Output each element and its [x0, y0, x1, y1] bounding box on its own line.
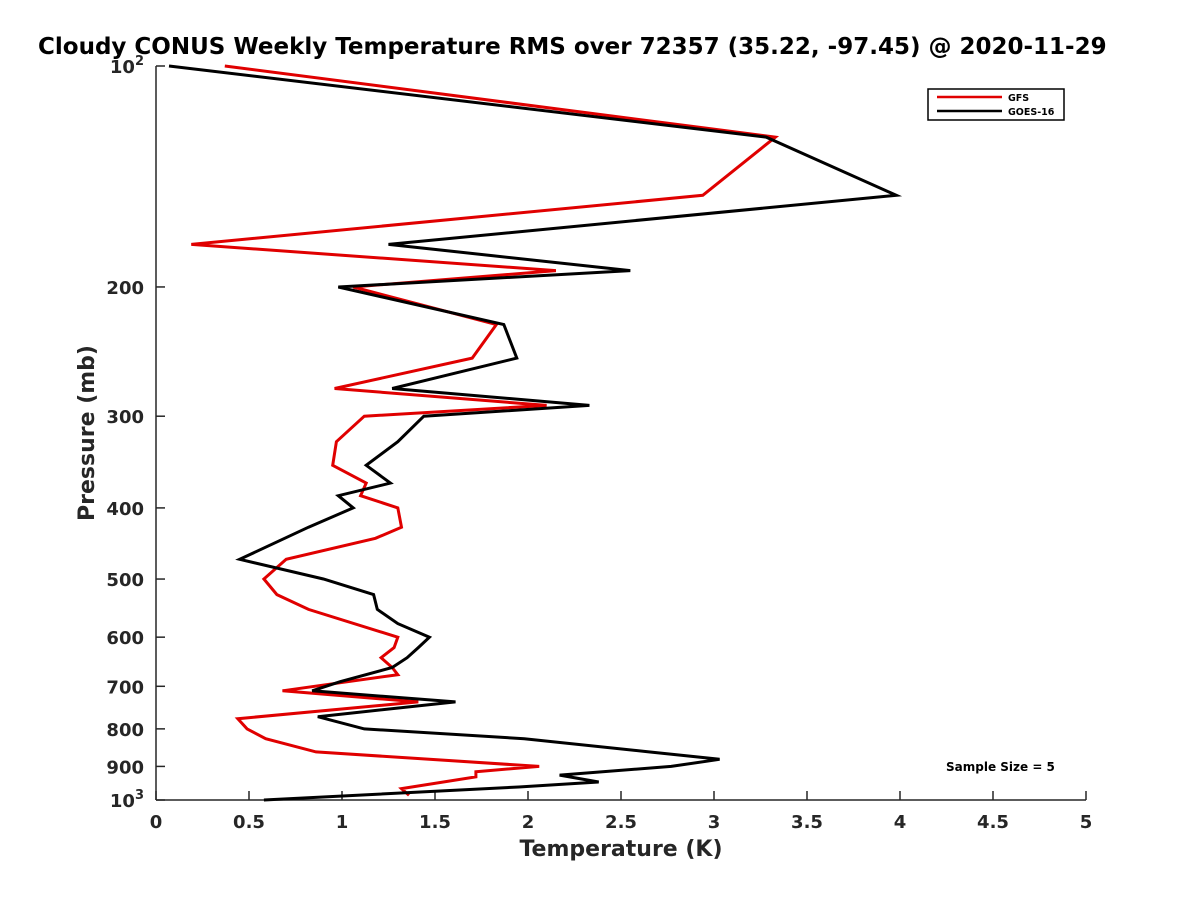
y-tick-label: 500	[106, 570, 144, 591]
x-axis-label: Temperature (K)	[519, 837, 722, 862]
y-tick-label: 600	[106, 628, 144, 649]
y-tick-label: 800	[106, 720, 144, 741]
x-tick-label: 5	[1080, 812, 1093, 833]
y-tick-label: 300	[106, 407, 144, 428]
x-tick-label: 2.5	[605, 812, 637, 833]
y-tick-label: 102	[110, 54, 144, 78]
x-tick-label: 3	[708, 812, 721, 833]
y-tick-label: 900	[106, 757, 144, 778]
x-tick-label: 1.5	[419, 812, 451, 833]
x-tick-label: 1	[336, 812, 349, 833]
sample-size-annotation: Sample Size = 5	[946, 760, 1055, 774]
x-tick-label: 4.5	[977, 812, 1009, 833]
y-tick-label: 200	[106, 278, 144, 299]
y-axis-label: Pressure (mb)	[75, 345, 100, 521]
series-line-goes16	[168, 64, 903, 802]
x-tick-label: 0.5	[233, 812, 265, 833]
x-tick-group: 0 0.5 1 1.5 2 2.5 3 3.5 4 4.5 5	[150, 791, 1093, 833]
series-line-gfs	[191, 64, 780, 797]
legend-box	[927, 88, 1065, 121]
legend-label-goes16: GOES-16	[1008, 107, 1055, 118]
legend-label-gfs: GFS	[1008, 93, 1029, 104]
y-tick-label: 103	[110, 788, 144, 812]
y-tick-label: 400	[106, 499, 144, 520]
x-tick-label: 2	[522, 812, 535, 833]
x-tick-label: 0	[150, 812, 163, 833]
x-tick-label: 3.5	[791, 812, 823, 833]
y-tick-group: 102 200 300 400 500 600 700 800 900 103	[106, 54, 165, 812]
x-tick-label: 4	[894, 812, 907, 833]
chart-title: Cloudy CONUS Weekly Temperature RMS over…	[38, 34, 1107, 60]
y-tick-label: 700	[106, 677, 144, 698]
legend: GFS GOES-16	[927, 88, 1065, 121]
series-group	[168, 64, 903, 802]
